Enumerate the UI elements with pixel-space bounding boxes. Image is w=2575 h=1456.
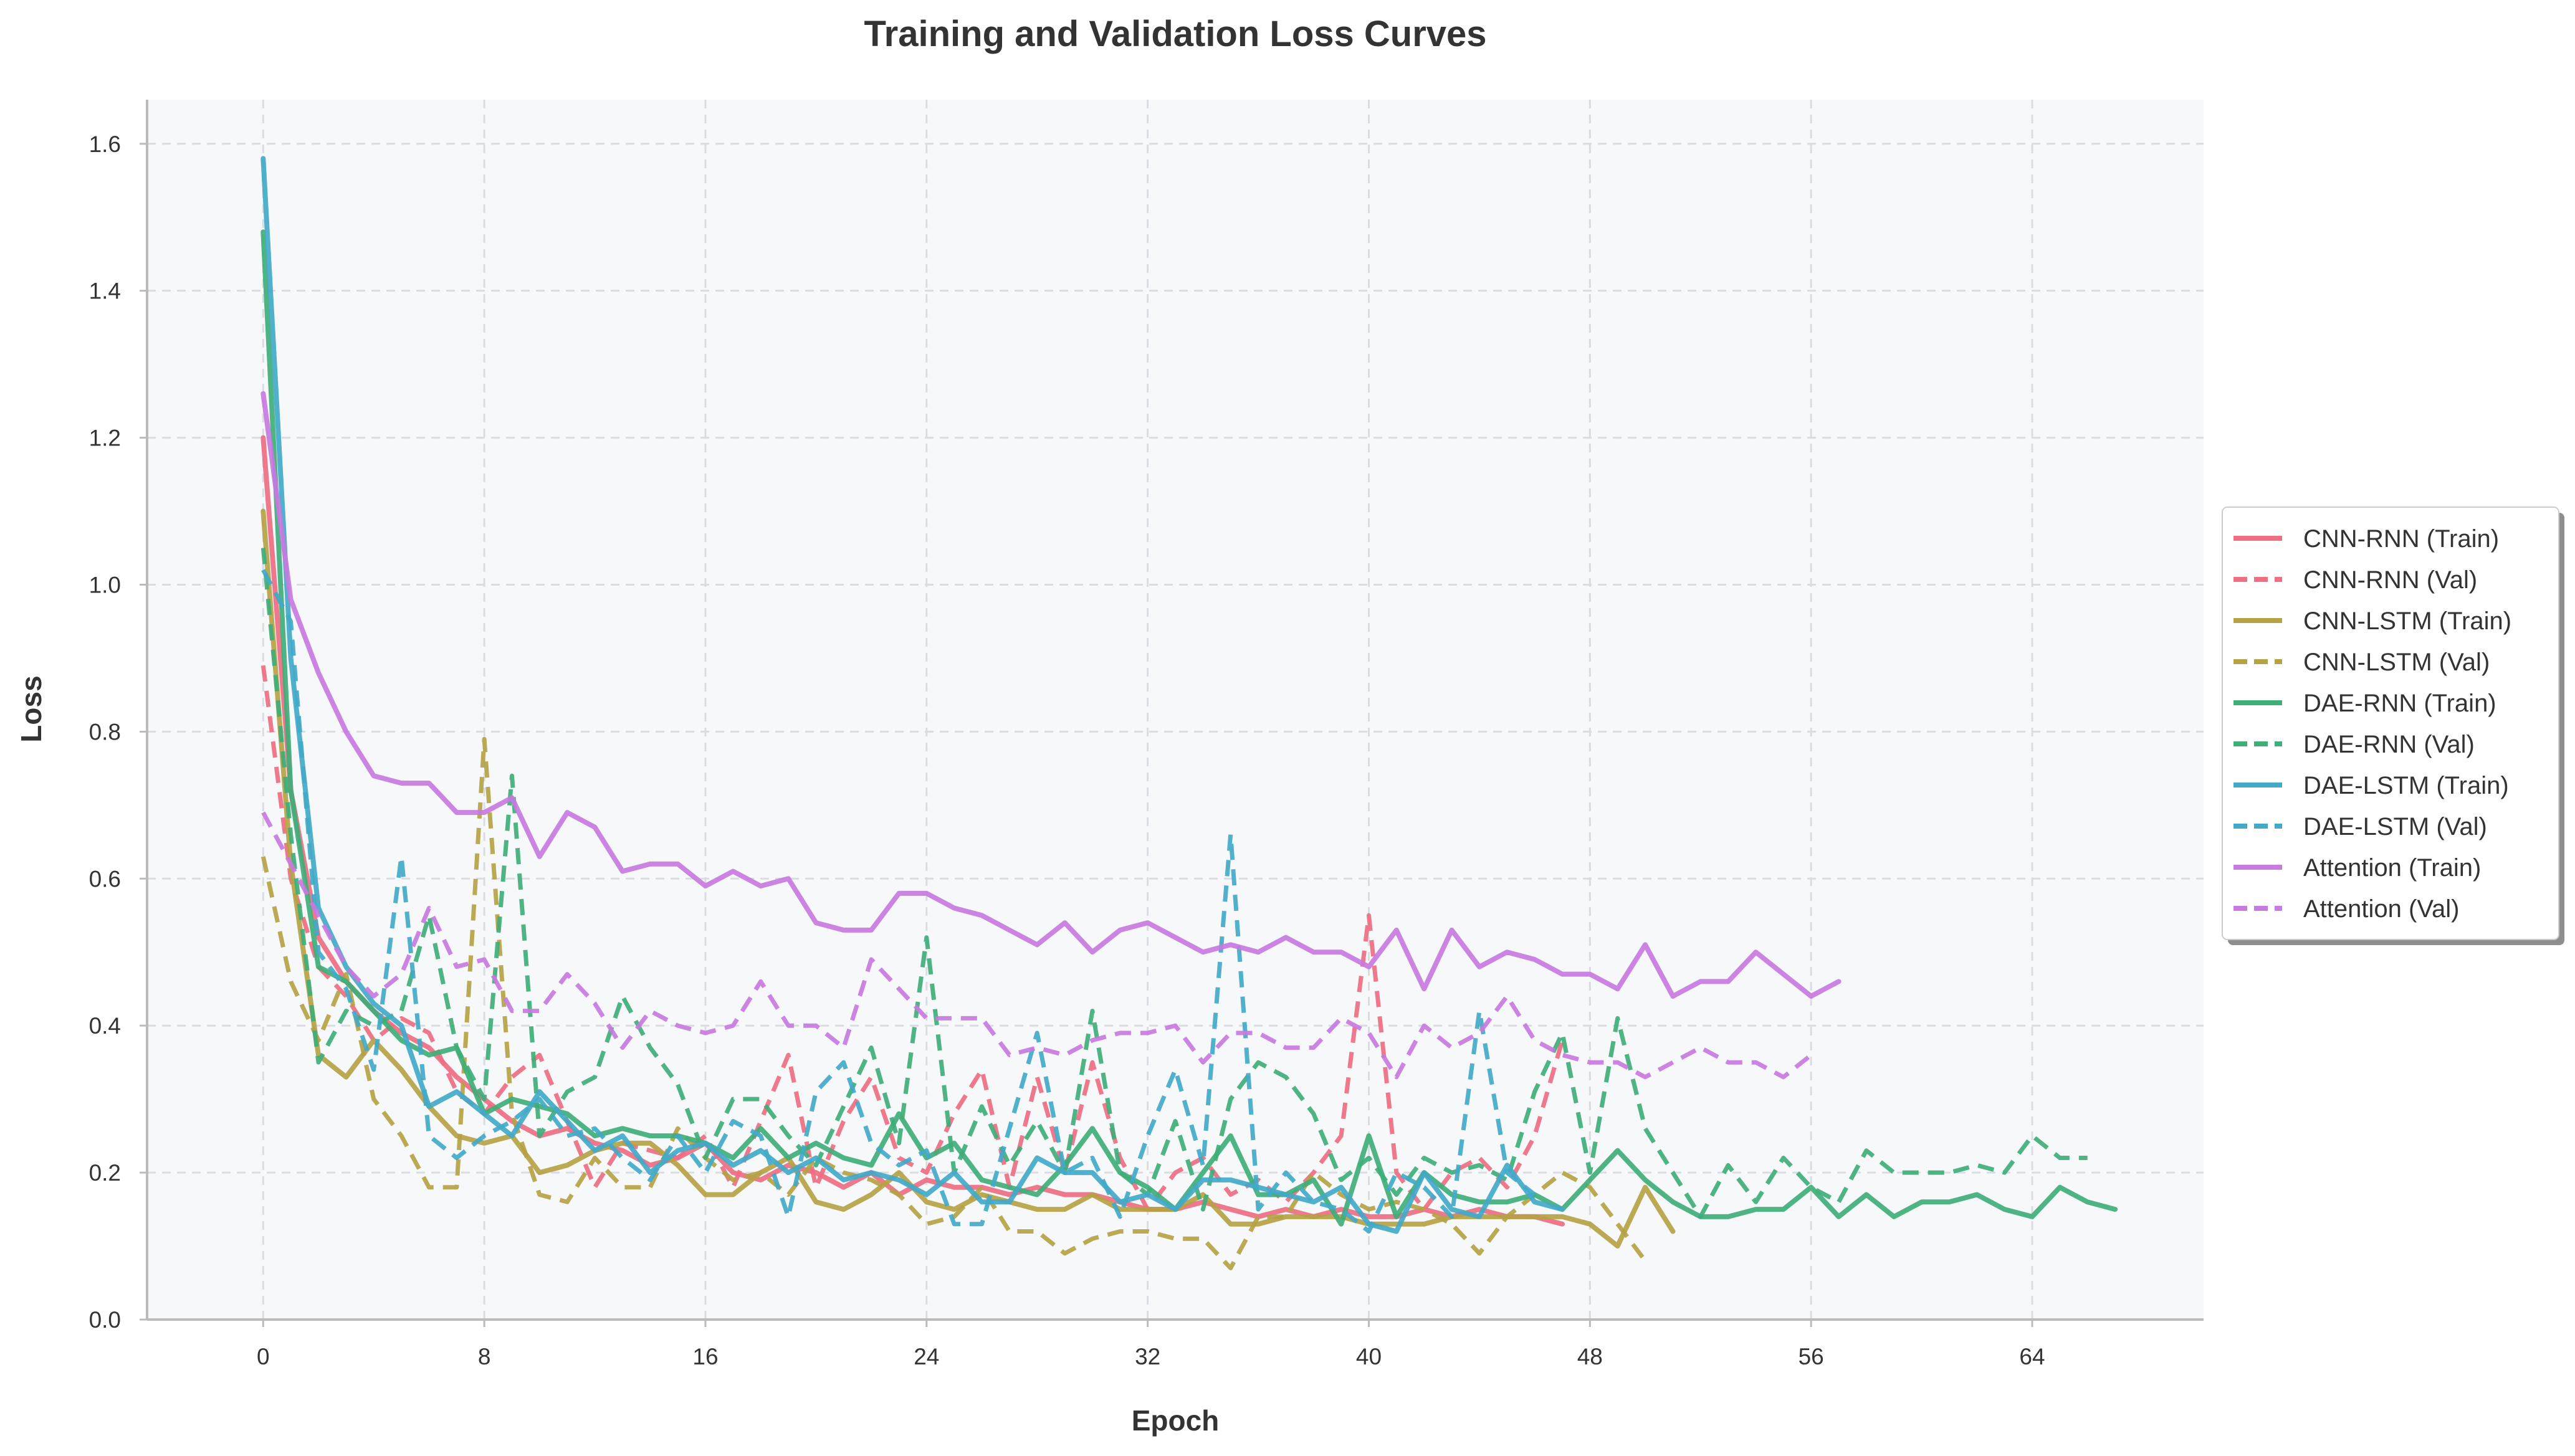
series-line-dae-rnn-train bbox=[260, 229, 2118, 1227]
series-line-cnn-lstm-train bbox=[260, 508, 1676, 1249]
y-tick-label: 0.2 bbox=[89, 1160, 121, 1186]
series-line-attention-val bbox=[261, 811, 1813, 1080]
chart-title: Training and Validation Loss Curves bbox=[864, 14, 1486, 54]
legend-label: DAE-RNN (Val) bbox=[2303, 731, 2475, 758]
legend-label: CNN-LSTM (Val) bbox=[2303, 649, 2490, 676]
legend-label: Attention (Train) bbox=[2303, 854, 2481, 882]
legend-box bbox=[2222, 507, 2559, 940]
y-tick-label: 0.0 bbox=[89, 1307, 121, 1333]
legend-label: DAE-LSTM (Train) bbox=[2303, 772, 2509, 799]
y-axis-label: Loss bbox=[15, 675, 47, 742]
x-tick-label: 0 bbox=[257, 1344, 270, 1369]
x-axis-label: Epoch bbox=[1132, 1404, 1220, 1437]
y-tick-label: 0.8 bbox=[89, 719, 121, 745]
series-line-dae-lstm-val bbox=[261, 569, 1536, 1234]
x-tick-label: 40 bbox=[1356, 1344, 1382, 1369]
x-tick-label: 64 bbox=[2019, 1344, 2045, 1369]
series-line-cnn-lstm-val bbox=[260, 736, 1647, 1270]
y-tick-label: 1.4 bbox=[89, 278, 121, 304]
x-tick-label: 16 bbox=[692, 1344, 718, 1369]
series-line-attention-train bbox=[260, 391, 1842, 999]
series-layer bbox=[260, 156, 2118, 1270]
legend: CNN-RNN (Train) CNN-RNN (Val) CNN-LSTM (Tr… bbox=[2222, 507, 2564, 945]
x-tick-label: 32 bbox=[1135, 1344, 1160, 1369]
legend-label: CNN-LSTM (Train) bbox=[2303, 607, 2511, 635]
x-tick-label: 8 bbox=[478, 1344, 491, 1369]
tick-layer: 0 8 16 24 32 40 48 56 64 0.0 0.2 0.4 0.6 0.8 1.0 1.2 1.4… bbox=[89, 131, 2045, 1369]
legend-label: CNN-RNN (Val) bbox=[2303, 566, 2477, 594]
y-tick-label: 1.6 bbox=[89, 131, 121, 157]
x-tick-label: 48 bbox=[1577, 1344, 1603, 1369]
legend-label: DAE-LSTM (Val) bbox=[2303, 813, 2487, 840]
y-tick-label: 0.4 bbox=[89, 1013, 121, 1039]
y-tick-label: 1.2 bbox=[89, 426, 121, 451]
legend-label: CNN-RNN (Train) bbox=[2303, 525, 2499, 553]
series-line-dae-rnn-val bbox=[260, 548, 2088, 1219]
y-tick-label: 0.6 bbox=[89, 866, 121, 892]
legend-label: Attention (Val) bbox=[2303, 895, 2460, 923]
series-line-cnn-rnn-val bbox=[260, 665, 1565, 1212]
x-tick-label: 56 bbox=[1799, 1344, 1824, 1369]
y-tick-label: 1.0 bbox=[89, 572, 121, 597]
series-line-dae-lstm-train bbox=[260, 156, 1565, 1234]
x-tick-label: 24 bbox=[914, 1344, 939, 1369]
legend-label: DAE-RNN (Train) bbox=[2303, 690, 2496, 717]
